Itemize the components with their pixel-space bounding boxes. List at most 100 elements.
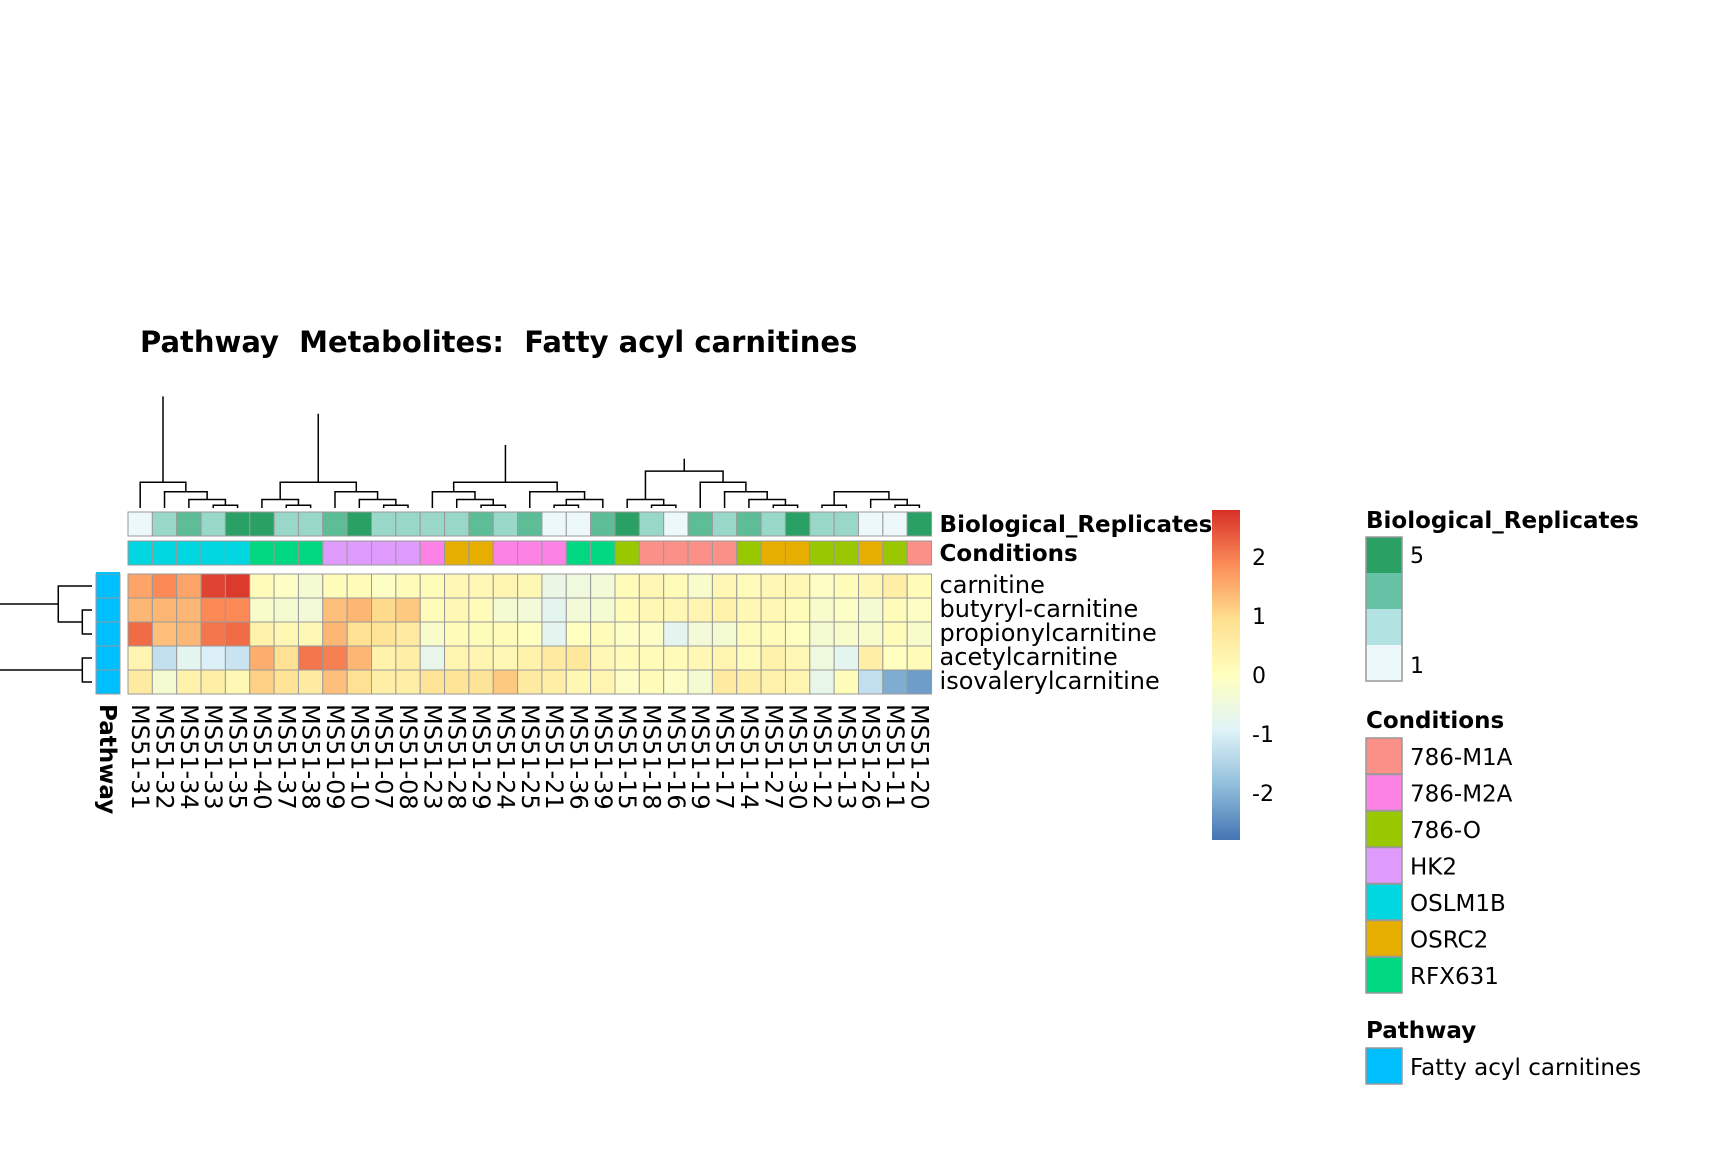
heatmap-cell (711, 573, 738, 599)
column-label: MS51-12 (808, 704, 836, 810)
heatmap-cell (687, 573, 713, 599)
dendrogram-branch (57, 585, 92, 623)
condition-cell (784, 540, 811, 566)
column-label: MS51-38 (297, 704, 325, 810)
biological-replicate-cell (273, 511, 299, 537)
heatmap-cell (784, 645, 811, 671)
column-label: MS51-07 (370, 704, 398, 810)
heatmap-cell (614, 573, 640, 599)
heatmap-cell (906, 645, 933, 671)
heatmap-cell (200, 573, 226, 599)
legend-label: 1 (1410, 654, 1424, 679)
heatmap-cell (614, 669, 640, 695)
heatmap-cell (809, 645, 835, 671)
pathway-axis-label: Pathway (94, 704, 120, 814)
heatmap-cell (492, 597, 519, 623)
heatmap-cell (176, 669, 202, 695)
annotation-label: Conditions (940, 541, 1078, 567)
row-label: carnitine (940, 571, 1045, 599)
heatmap-cell (176, 621, 202, 647)
heatmap-cell (858, 573, 884, 599)
heatmap-cell (492, 645, 519, 671)
heatmap-cell (638, 645, 665, 671)
heatmap-cell (127, 597, 153, 623)
heatmap-cell (224, 573, 251, 599)
heatmap-cell (151, 573, 178, 599)
heatmap-cell (760, 573, 786, 599)
dendrogram-branch (81, 657, 92, 683)
heatmap-cell (151, 669, 178, 695)
heatmap-cells (127, 573, 933, 695)
heatmap-cell (517, 669, 543, 695)
condition-cell (224, 540, 251, 566)
pathway-cell (95, 573, 121, 599)
heatmap-cell (297, 573, 324, 599)
row-label: propionylcarnitine (940, 619, 1157, 647)
heatmap-cell (444, 669, 470, 695)
legend-swatch-border (1365, 536, 1403, 682)
pathway-cell (95, 645, 121, 671)
color-scale-tick-label: 1 (1252, 605, 1266, 630)
heatmap-cell (249, 597, 275, 623)
heatmap-cell (541, 621, 567, 647)
heatmap-cell (858, 645, 884, 671)
biological-replicate-cell (590, 511, 616, 537)
heatmap-cell (517, 597, 543, 623)
heatmap-cell (687, 669, 713, 695)
heatmap-cell (127, 645, 153, 671)
heatmap-cell (346, 669, 372, 695)
chart-title: Pathway Metabolites: Fatty acyl carnitin… (140, 325, 857, 359)
conditions-legend: Conditions 786-M1A 786-M2A 786-O HK2 OSLM1B OS… (1365, 708, 1513, 994)
condition-cell (492, 540, 519, 566)
heatmap-cell (297, 597, 324, 623)
heatmap-cell (297, 621, 324, 647)
heatmap-cell (322, 669, 348, 695)
dendrogram-branch (833, 490, 890, 506)
heatmap-cell (638, 621, 665, 647)
legend-swatch (1366, 645, 1402, 681)
condition-cell (590, 540, 616, 566)
condition-cell (176, 540, 202, 566)
biological-replicate-cell (638, 511, 665, 537)
legend-label: RFX631 (1410, 964, 1499, 990)
column-label: MS51-21 (540, 704, 568, 810)
heatmap-cell (224, 621, 251, 647)
column-label: MS51-37 (272, 704, 300, 810)
condition-cell (809, 540, 835, 566)
legend-label: Fatty acyl carnitines (1410, 1055, 1641, 1081)
heatmap-cell (395, 669, 421, 695)
heatmap-cell (249, 669, 275, 695)
heatmap-cell (297, 645, 324, 671)
heatmap-cell (687, 645, 713, 671)
heatmap-cell (151, 645, 178, 671)
heatmap-cell (736, 621, 762, 647)
biological-replicate-cell (444, 511, 470, 537)
heatmap-cell (882, 597, 908, 623)
pathway-axis-label-text: Pathway (94, 704, 120, 814)
heatmap-cell (736, 573, 762, 599)
heatmap-cell (151, 621, 178, 647)
condition-cell (297, 540, 324, 566)
condition-cell (371, 540, 397, 566)
heatmap-cell (200, 597, 226, 623)
heatmap-cell (760, 621, 786, 647)
condition-cell (200, 540, 226, 566)
column-label: MS51-09 (321, 704, 349, 810)
column-label: MS51-39 (589, 704, 617, 810)
biological-replicate-cell (614, 511, 640, 537)
heatmap-cell (297, 669, 324, 695)
heatmap-cell (200, 621, 226, 647)
heatmap-cell (249, 621, 275, 647)
heatmap-cell (151, 597, 178, 623)
condition-cell (444, 540, 470, 566)
heatmap-cell (565, 669, 592, 695)
heatmap-cell (273, 621, 299, 647)
heatmap-cell (663, 645, 689, 671)
biological-replicate-cell (517, 511, 543, 537)
heatmap-cell (468, 621, 494, 647)
heatmap-cell (346, 621, 372, 647)
heatmap-cell (614, 621, 640, 647)
heatmap-cell (371, 621, 397, 647)
legend-label: OSLM1B (1410, 891, 1506, 917)
heatmap-cell (371, 645, 397, 671)
